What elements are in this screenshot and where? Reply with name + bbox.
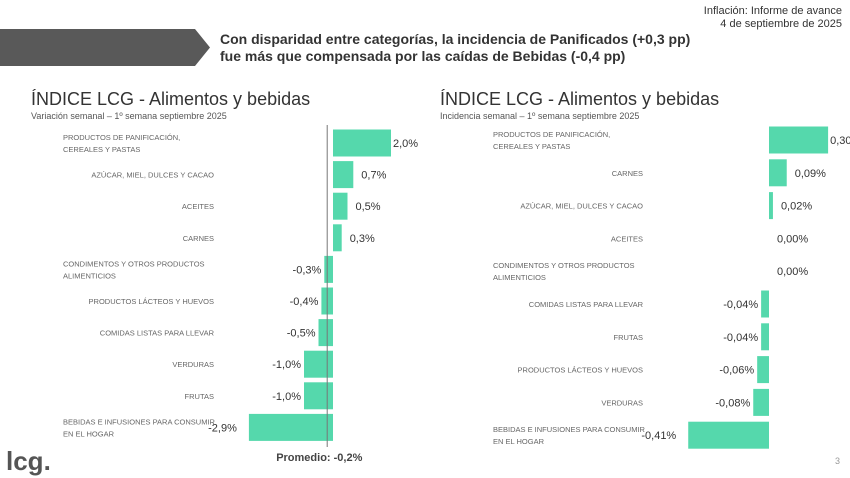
report-header: Inflación: Informe de avance 4 de septie… bbox=[704, 5, 842, 31]
data-label: -0,5% bbox=[287, 328, 316, 340]
category-label: COMIDAS LISTAS PARA LLEVAR bbox=[100, 329, 215, 338]
headline: Con disparidad entre categorías, la inci… bbox=[220, 31, 691, 64]
bar bbox=[769, 159, 787, 187]
bar bbox=[333, 192, 348, 220]
bar bbox=[769, 126, 829, 154]
bar bbox=[333, 161, 354, 189]
bar bbox=[769, 192, 773, 220]
category-label: PRODUCTOS LÁCTEOS Y HUEVOS bbox=[518, 366, 643, 375]
lcg-logo: lcg. bbox=[6, 446, 51, 476]
category-label: AZÚCAR, MIEL, DULCES Y CACAO bbox=[520, 202, 643, 211]
chart-subtitle-right: Incidencia semanal – 1º semana septiembr… bbox=[440, 111, 640, 121]
bar bbox=[761, 323, 769, 351]
report-name: Inflación: Informe de avance bbox=[703, 5, 842, 17]
bar bbox=[248, 413, 333, 441]
bar bbox=[324, 255, 333, 283]
category-label: CARNES bbox=[612, 169, 643, 178]
category-label: CEREALES Y PASTAS bbox=[493, 142, 570, 151]
bar bbox=[304, 382, 333, 410]
category-label: ALIMENTICIOS bbox=[493, 273, 546, 282]
bar bbox=[761, 290, 769, 318]
bar bbox=[333, 129, 391, 157]
bar bbox=[304, 350, 333, 378]
category-label: EN EL HOGAR bbox=[63, 429, 115, 438]
category-label: CARNES bbox=[183, 234, 214, 243]
data-label: -0,08% bbox=[715, 397, 750, 409]
category-label: ACEITES bbox=[611, 234, 643, 243]
category-label: VERDURAS bbox=[601, 398, 643, 407]
data-label: 0,3% bbox=[350, 233, 375, 245]
data-label: -0,06% bbox=[719, 365, 754, 377]
report-date: 4 de septiembre de 2025 bbox=[720, 18, 842, 30]
category-label: ACEITES bbox=[182, 202, 214, 211]
data-label: 0,02% bbox=[781, 201, 812, 213]
data-label: 0,30% bbox=[830, 135, 850, 147]
category-label: PRODUCTOS DE PANIFICACIÓN, bbox=[493, 130, 610, 139]
data-label: 2,0% bbox=[393, 138, 418, 150]
data-label: 0,00% bbox=[777, 233, 808, 245]
data-label: 0,00% bbox=[777, 266, 808, 278]
banner-arrow bbox=[0, 29, 210, 66]
data-label: -0,3% bbox=[293, 264, 322, 276]
data-label: 0,09% bbox=[795, 168, 826, 180]
category-label: EN EL HOGAR bbox=[493, 437, 545, 446]
category-label: BEBIDAS E INFUSIONES PARA CONSUMIR bbox=[493, 425, 646, 434]
category-label: CONDIMENTOS Y OTROS PRODUCTOS bbox=[493, 261, 635, 270]
category-label: ALIMENTICIOS bbox=[63, 271, 116, 280]
data-label: -1,0% bbox=[272, 391, 301, 403]
category-label: BEBIDAS E INFUSIONES PARA CONSUMIR bbox=[63, 417, 216, 426]
chart-subtitle-left: Variación semanal – 1º semana septiembre… bbox=[31, 111, 227, 121]
category-label: COMIDAS LISTAS PARA LLEVAR bbox=[529, 300, 644, 309]
data-label: -1,0% bbox=[272, 359, 301, 371]
category-label: FRUTAS bbox=[185, 392, 214, 401]
data-label: 0,7% bbox=[361, 170, 386, 182]
data-label: -0,04% bbox=[723, 299, 758, 311]
category-label: FRUTAS bbox=[614, 333, 643, 342]
category-label: CEREALES Y PASTAS bbox=[63, 145, 140, 154]
data-label: -0,4% bbox=[290, 296, 319, 308]
page-number: 3 bbox=[834, 456, 840, 466]
average-label: Promedio: -0,2% bbox=[276, 452, 362, 464]
bar bbox=[318, 319, 333, 347]
data-label: 0,5% bbox=[356, 201, 381, 213]
chart-title-right: ÍNDICE LCG - Alimentos y bebidas bbox=[440, 89, 720, 109]
bar bbox=[688, 421, 769, 449]
data-label: -0,04% bbox=[723, 332, 758, 344]
bar bbox=[757, 356, 769, 384]
category-label: PRODUCTOS DE PANIFICACIÓN, bbox=[63, 133, 180, 142]
category-label: PRODUCTOS LÁCTEOS Y HUEVOS bbox=[89, 297, 214, 306]
bar bbox=[333, 224, 342, 252]
category-label: AZÚCAR, MIEL, DULCES Y CACAO bbox=[91, 171, 214, 180]
data-label: -2,9% bbox=[208, 422, 237, 434]
bar bbox=[753, 388, 769, 416]
category-label: VERDURAS bbox=[172, 360, 214, 369]
category-label: CONDIMENTOS Y OTROS PRODUCTOS bbox=[63, 259, 205, 268]
data-label: -0,41% bbox=[641, 430, 676, 442]
chart-title-left: ÍNDICE LCG - Alimentos y bebidas bbox=[31, 89, 311, 109]
